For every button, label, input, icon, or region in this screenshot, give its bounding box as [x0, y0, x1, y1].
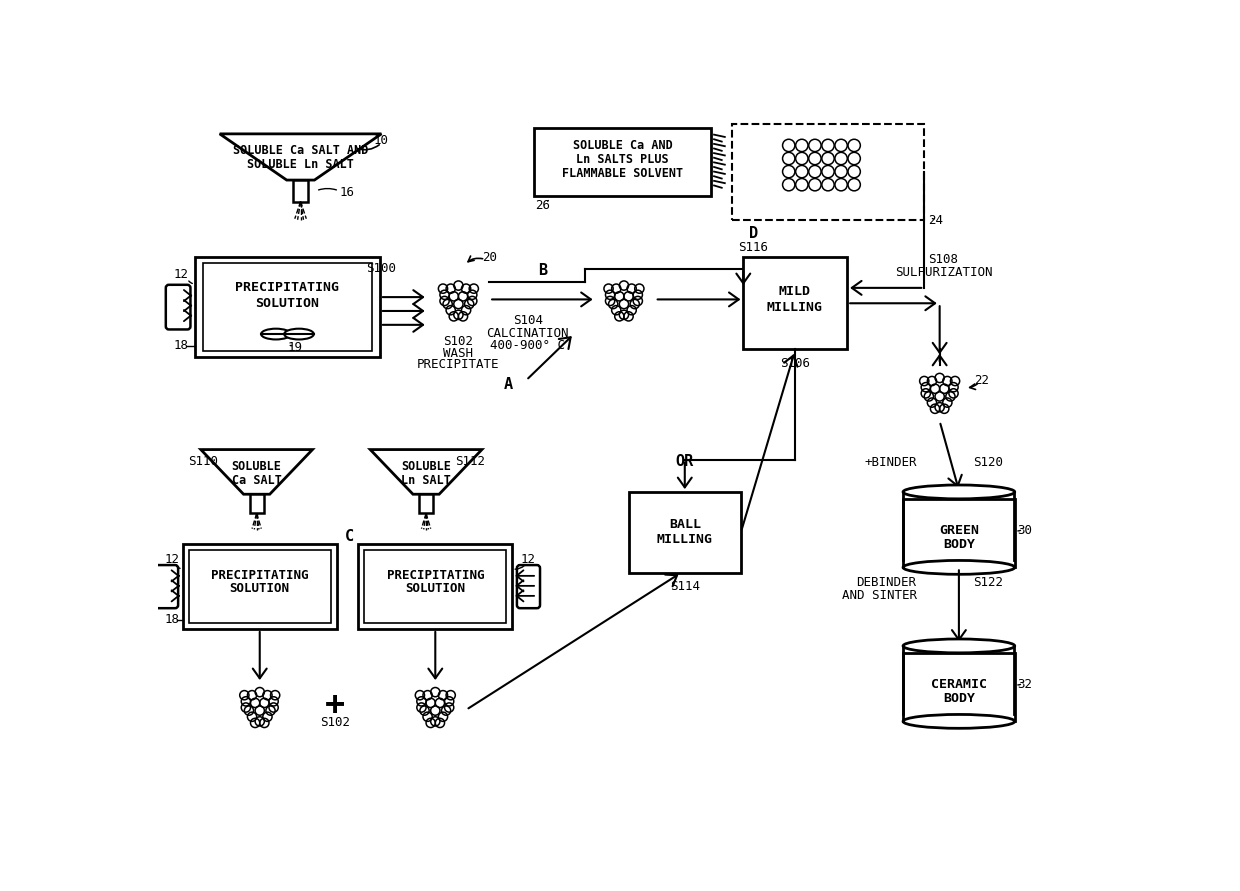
Bar	[904, 499, 1016, 568]
Text: MILLING: MILLING	[657, 533, 713, 546]
Text: GREEN: GREEN	[939, 524, 978, 537]
Text: AND SINTER: AND SINTER	[842, 589, 916, 601]
Text: 12: 12	[165, 553, 180, 566]
Text: SULFURIZATION: SULFURIZATION	[895, 266, 992, 279]
Text: 18: 18	[165, 613, 180, 626]
Text: B: B	[538, 263, 548, 278]
Bar	[365, 551, 506, 623]
Text: 400-900° C: 400-900° C	[490, 339, 565, 352]
Text: SOLUTION: SOLUTION	[255, 297, 320, 310]
Text: PRECIPITATING: PRECIPITATING	[387, 568, 484, 582]
Text: S104: S104	[512, 315, 543, 328]
Text: S110: S110	[187, 454, 218, 468]
Text: BODY: BODY	[942, 538, 975, 551]
Text: +: +	[325, 690, 345, 723]
Text: OR: OR	[676, 454, 694, 469]
Text: SOLUTION: SOLUTION	[405, 583, 465, 595]
Text: PRECIPITATING: PRECIPITATING	[211, 568, 309, 582]
Text: A: A	[503, 377, 513, 392]
Text: 24: 24	[929, 215, 944, 227]
Text: 12: 12	[174, 267, 188, 281]
Bar	[358, 544, 512, 629]
Text: DEBINDER: DEBINDER	[857, 576, 916, 589]
Bar	[534, 128, 711, 196]
Text: SOLUTION: SOLUTION	[229, 583, 290, 595]
Polygon shape	[219, 134, 382, 180]
Ellipse shape	[903, 639, 1014, 653]
Text: WASH: WASH	[444, 347, 474, 360]
FancyBboxPatch shape	[517, 565, 541, 609]
Ellipse shape	[903, 560, 1014, 575]
Polygon shape	[201, 450, 312, 495]
Text: 19: 19	[288, 341, 303, 355]
Bar	[249, 495, 264, 513]
FancyBboxPatch shape	[166, 285, 191, 330]
Text: S114: S114	[670, 580, 699, 593]
Text: Ln SALT: Ln SALT	[401, 474, 451, 486]
Ellipse shape	[903, 715, 1014, 728]
Text: CALCINATION: CALCINATION	[486, 327, 569, 339]
Text: SOLUBLE Ca AND: SOLUBLE Ca AND	[573, 139, 672, 152]
Text: 26: 26	[536, 199, 551, 212]
Text: D: D	[749, 226, 758, 241]
Text: 12: 12	[521, 553, 536, 566]
Text: MILLING: MILLING	[766, 300, 823, 314]
Text: 16: 16	[339, 186, 355, 199]
Text: S100: S100	[366, 262, 396, 275]
Text: C: C	[345, 529, 353, 544]
Ellipse shape	[284, 329, 314, 339]
Text: S116: S116	[738, 241, 769, 254]
Text: SOLUBLE Ln SALT: SOLUBLE Ln SALT	[247, 159, 353, 171]
Text: 22: 22	[975, 373, 990, 387]
Text: 20: 20	[481, 250, 497, 264]
Bar	[419, 495, 433, 513]
Text: BALL: BALL	[668, 518, 701, 531]
Text: SOLUBLE: SOLUBLE	[232, 460, 281, 473]
Text: 18: 18	[174, 339, 188, 352]
Text: 10: 10	[374, 134, 389, 146]
Bar	[732, 124, 924, 220]
Ellipse shape	[903, 485, 1014, 499]
Bar	[293, 180, 309, 201]
Bar	[743, 257, 847, 349]
Text: BODY: BODY	[942, 691, 975, 705]
Text: SOLUBLE: SOLUBLE	[401, 460, 451, 473]
Text: FLAMMABLE SOLVENT: FLAMMABLE SOLVENT	[562, 167, 683, 180]
Text: S102: S102	[444, 335, 474, 348]
Text: S106: S106	[780, 356, 810, 370]
FancyBboxPatch shape	[155, 565, 179, 609]
Bar	[188, 551, 331, 623]
Polygon shape	[371, 450, 482, 495]
Text: PRECIPITATE: PRECIPITATE	[417, 358, 500, 372]
Text: S108: S108	[929, 253, 959, 266]
Text: Ca SALT: Ca SALT	[232, 474, 281, 486]
Text: SOLUBLE Ca SALT AND: SOLUBLE Ca SALT AND	[233, 144, 368, 158]
Bar	[630, 492, 742, 573]
Text: 30: 30	[1017, 524, 1032, 537]
Ellipse shape	[262, 329, 290, 339]
Text: S112: S112	[455, 454, 485, 468]
Text: S122: S122	[972, 576, 1003, 589]
Text: CERAMIC: CERAMIC	[931, 678, 987, 691]
Bar	[203, 263, 372, 351]
Text: PRECIPITATING: PRECIPITATING	[236, 282, 340, 294]
Text: Ln SALTS PLUS: Ln SALTS PLUS	[577, 152, 668, 166]
Bar	[195, 257, 379, 357]
Text: +BINDER: +BINDER	[864, 456, 916, 470]
Bar	[904, 653, 1016, 722]
Bar	[182, 544, 337, 629]
Text: S120: S120	[972, 456, 1003, 470]
Text: MILD: MILD	[779, 285, 811, 298]
Text: S102: S102	[320, 716, 350, 730]
Text: 32: 32	[1017, 678, 1032, 691]
